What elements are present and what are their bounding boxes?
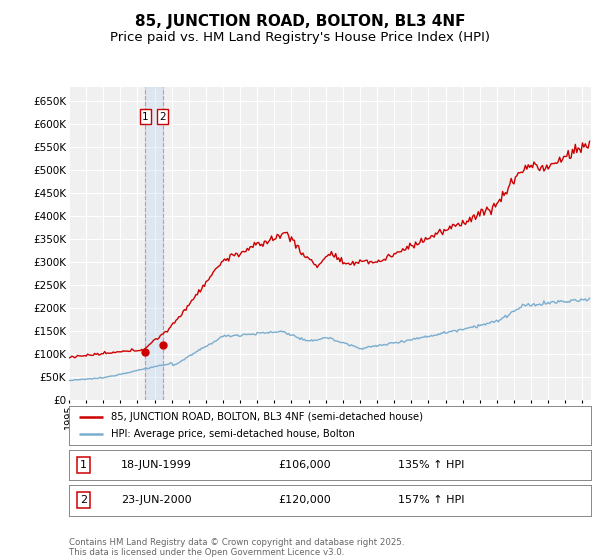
Text: £120,000: £120,000 (278, 496, 331, 505)
Text: 18-JUN-1999: 18-JUN-1999 (121, 460, 192, 470)
Text: 85, JUNCTION ROAD, BOLTON, BL3 4NF: 85, JUNCTION ROAD, BOLTON, BL3 4NF (135, 14, 465, 29)
Text: Price paid vs. HM Land Registry's House Price Index (HPI): Price paid vs. HM Land Registry's House … (110, 31, 490, 44)
Text: 1: 1 (142, 112, 149, 122)
Text: 23-JUN-2000: 23-JUN-2000 (121, 496, 192, 505)
Text: 135% ↑ HPI: 135% ↑ HPI (398, 460, 464, 470)
Text: 2: 2 (160, 112, 166, 122)
Text: HPI: Average price, semi-detached house, Bolton: HPI: Average price, semi-detached house,… (111, 429, 355, 439)
Text: 85, JUNCTION ROAD, BOLTON, BL3 4NF (semi-detached house): 85, JUNCTION ROAD, BOLTON, BL3 4NF (semi… (111, 412, 423, 422)
Text: £106,000: £106,000 (278, 460, 331, 470)
Bar (145, 87, 163, 400)
Text: Contains HM Land Registry data © Crown copyright and database right 2025.
This d: Contains HM Land Registry data © Crown c… (69, 538, 404, 557)
Text: 2: 2 (80, 496, 87, 505)
Text: 1: 1 (80, 460, 87, 470)
Text: 157% ↑ HPI: 157% ↑ HPI (398, 496, 464, 505)
